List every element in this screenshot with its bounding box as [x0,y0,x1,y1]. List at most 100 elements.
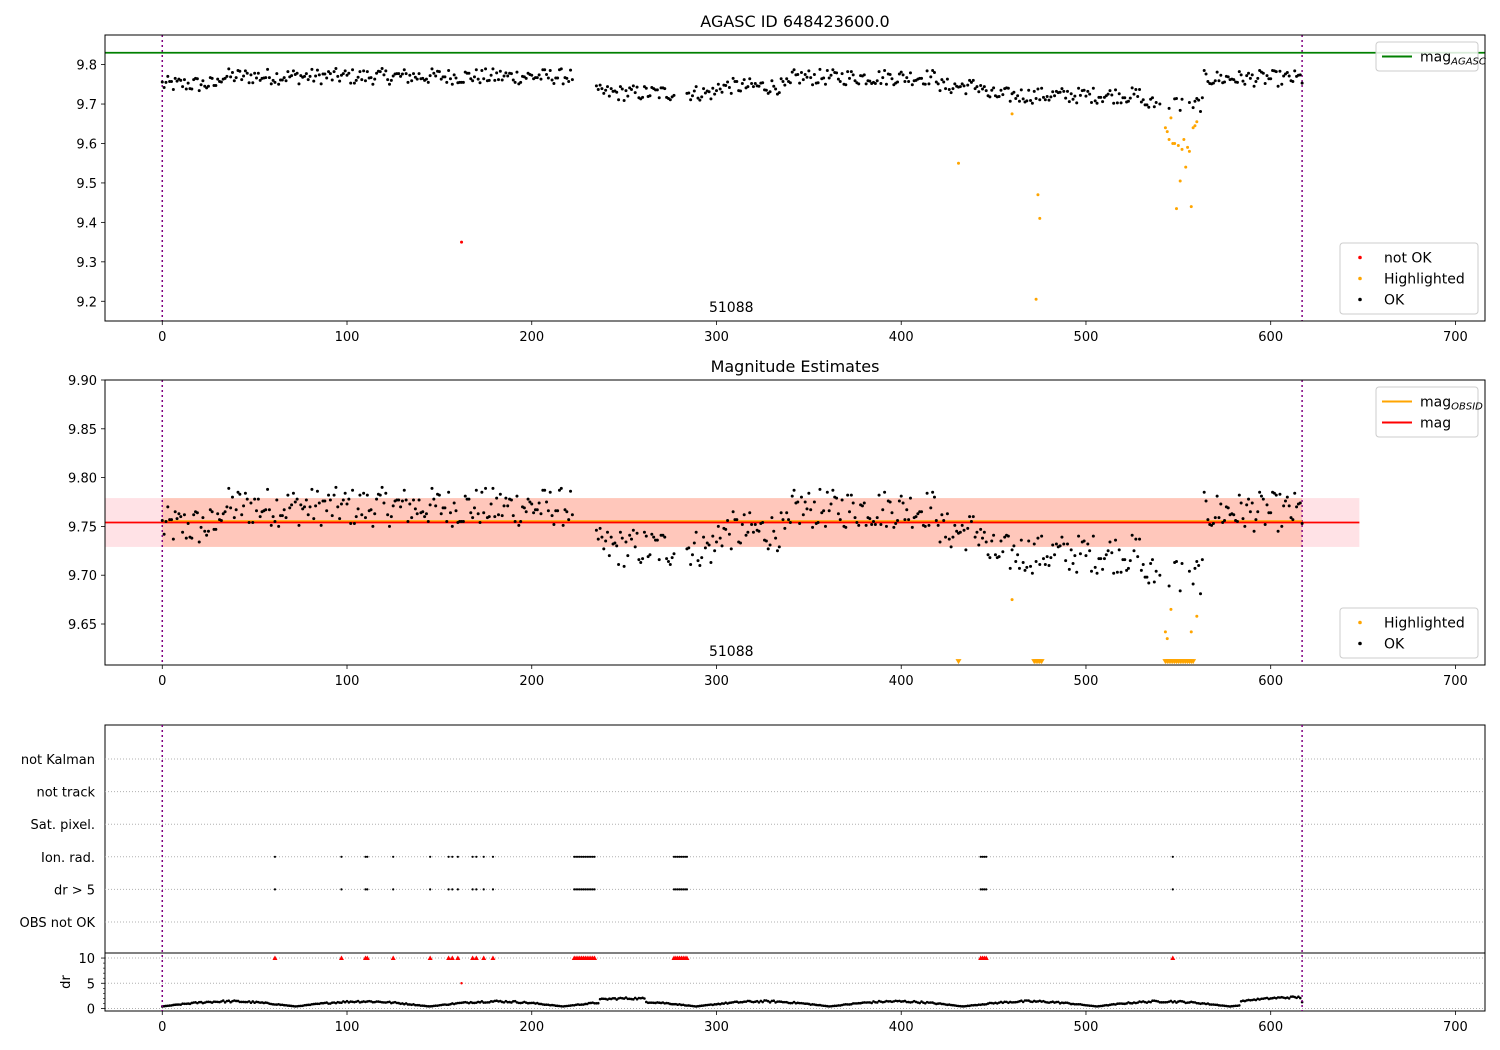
panel3-dr-point [940,1002,944,1006]
panel1-point-ok [1241,79,1245,83]
panel1-point-ok [1282,74,1286,78]
panel1-point-ok [1060,87,1064,91]
panel1-point-ok [726,80,730,84]
panel1-point-ok [777,91,781,95]
panel2-point-ok [968,515,972,519]
panel2-point-ok [1115,570,1119,574]
panel1-point-highlighted [1034,297,1038,301]
panel2-point-ok [552,522,556,526]
panel2-point-ok [626,554,630,558]
panel2-point-ok [1062,542,1066,546]
panel1-point-ok [1199,110,1203,114]
panel1-point-ok [700,95,704,99]
panel2-point-ok [864,523,868,527]
panel2-point-ok [1090,569,1094,573]
panel2-point-ok [790,494,794,498]
panel3-dr-point [456,1001,460,1005]
panel3-dr-point [356,999,360,1003]
panel2-x-tick-label: 0 [158,674,166,689]
panel2-point-ok [450,524,454,528]
panel1-point-ok [251,81,255,85]
panel2-point-ok [1278,492,1282,496]
panel2-point-ok [910,525,914,529]
panel2-point-ok [1145,575,1149,579]
panel2-point-ok [639,561,643,565]
panel3-dr-point [1237,1004,1241,1007]
panel3-flag-label: dr > 5 [54,883,95,898]
panel3-dr-flag-marker [338,955,344,961]
panel1-point-ok [519,80,523,84]
panel2-point-ok [860,504,864,508]
panel2-point-ok [1102,557,1106,561]
panel2-point-ok [1199,592,1203,596]
panel1-point-ok [334,67,338,71]
panel1-point-ok [596,87,600,91]
panel1-y-tick-label: 9.6 [76,137,97,152]
panel3-dr-point [227,999,231,1003]
panel1-point-not-ok [460,240,464,244]
panel3-dr-point [1129,1001,1132,1005]
panel1-point-ok [1167,106,1171,110]
panel3-dr-point [238,1000,242,1004]
panel2-point-ok [286,493,290,497]
panel2-point-ok [1235,520,1239,524]
panel3-dr-point [375,1000,378,1003]
panel2-point-ok [1226,506,1230,510]
panel1-point-ok [495,71,499,75]
panel1-point-ok [724,83,728,87]
panel1-point-ok [1237,70,1241,74]
panel3-flag-point [979,888,982,891]
panel1-frame [104,34,1486,322]
panel1-point-ok [668,98,672,102]
panel1-point-ok [352,81,356,85]
panel2-point-ok [1283,499,1287,503]
panel3-dr-point [1219,1004,1223,1007]
panel1-point-ok [1187,100,1191,104]
panel1-point-ok [1206,80,1210,84]
panel1-point-ok [1128,96,1132,100]
panel1-point-ok [702,87,706,91]
panel2-point-ok [253,497,257,501]
panel3-dr-point [282,1003,286,1007]
panel1-point-highlighted [1180,147,1184,151]
panel1-point-ok [927,82,931,86]
panel2-point-ok [964,548,968,552]
panel3-dr-point [866,1001,870,1004]
panel2-point-ok [630,537,634,541]
panel2-point-ok [1152,580,1156,584]
panel2-point-ok [387,524,391,528]
panel2-point-ok [823,524,827,528]
panel2-point-ok [811,525,815,529]
panel1-point-ok [1110,93,1114,97]
panel1-point-ok [1062,89,1066,93]
panel2-point-ok [345,502,349,506]
panel1-legend-swatch [1358,297,1362,302]
panel1-point-ok [1071,97,1075,101]
panel3-flag-point [366,855,369,858]
panel2-point-ok [892,525,896,529]
panel1-point-ok [297,82,301,86]
panel1-point-ok [598,83,602,87]
panel3-dr-point [388,1000,391,1004]
panel3-flag-point [685,855,689,858]
panel1-point-ok [864,82,868,86]
panel1-point-ok [330,78,334,82]
panel3-dr-point [316,1002,319,1006]
panel1-point-ok [365,70,369,74]
panel3-dr-point [1260,997,1263,1001]
panel2-point-ok [1204,499,1208,503]
panel1-point-ok [846,70,850,74]
panel2-point-ok [360,513,364,517]
panel1-point-ok [162,85,166,89]
panel2-point-ok [1003,535,1007,539]
panel2-point-ok [698,563,702,567]
panel2-x-tick-label: 700 [1443,674,1468,689]
panel2-point-ok [186,521,190,525]
panel3-flag-point [587,888,591,891]
panel1-point-ok [476,77,480,81]
panel1-point-ok [546,76,550,80]
panel3-flag-point [340,855,343,858]
panel3-dr-point [864,1001,868,1004]
panel2-point-ok [206,529,210,533]
panel3-dr-point [530,1001,534,1005]
